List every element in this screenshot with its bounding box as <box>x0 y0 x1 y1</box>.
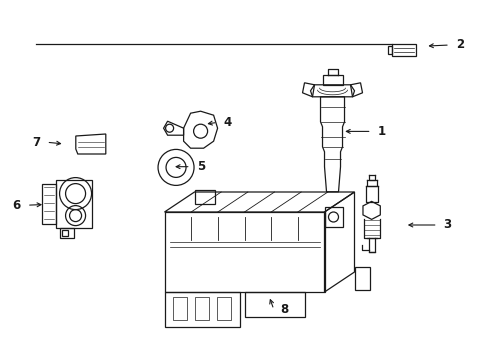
Text: 1: 1 <box>377 125 385 138</box>
Text: 3: 3 <box>443 219 451 231</box>
Text: 5: 5 <box>196 160 204 173</box>
Text: 7: 7 <box>32 136 41 149</box>
Text: 8: 8 <box>279 303 287 316</box>
Text: 4: 4 <box>223 116 231 129</box>
Text: 2: 2 <box>455 39 463 51</box>
Text: 6: 6 <box>13 199 21 212</box>
